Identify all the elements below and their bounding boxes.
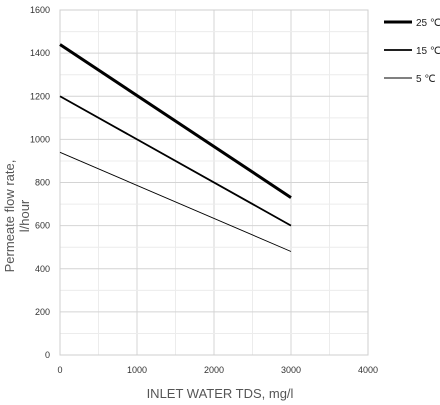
legend: 25 ℃ 15 ℃ 5 ℃ (384, 18, 440, 85)
y-tick-label: 400 (35, 264, 50, 274)
x-tick-label: 0 (57, 365, 62, 375)
y-tick-label: 600 (35, 221, 50, 231)
series-line (59, 95, 292, 227)
series-line (59, 43, 292, 199)
x-tick-label: 1000 (127, 365, 147, 375)
x-tick-label: 2000 (204, 365, 224, 375)
legend-label: 5 ℃ (416, 74, 436, 85)
y-axis-title-line-1: Permeate flow rate, (2, 160, 17, 273)
y-axis-ticks: 0 200 400 600 800 1000 1200 1400 1600 (30, 5, 50, 360)
y-tick-label: 800 (35, 178, 50, 188)
x-tick-label: 4000 (358, 365, 378, 375)
x-axis-title: INLET WATER TDS, mg/l (147, 386, 294, 401)
y-tick-label: 1000 (30, 134, 50, 144)
series-lines (59, 43, 292, 252)
plot-frame (59, 9, 369, 356)
series-line (59, 151, 292, 252)
y-tick-label: 1200 (30, 91, 50, 101)
y-tick-label: 200 (35, 307, 50, 317)
plot-area-border (59, 9, 369, 356)
x-tick-label: 3000 (281, 365, 301, 375)
y-axis-title-line-2: l/hour (17, 199, 32, 232)
x-axis-ticks: 0 1000 2000 3000 4000 (57, 365, 378, 375)
y-tick-label: 1600 (30, 5, 50, 15)
y-axis-title: Permeate flow rate, l/hour (2, 160, 32, 273)
y-tick-label: 1400 (30, 48, 50, 58)
legend-label: 15 ℃ (416, 46, 440, 57)
legend-label: 25 ℃ (416, 18, 440, 29)
y-tick-label: 0 (45, 350, 50, 360)
